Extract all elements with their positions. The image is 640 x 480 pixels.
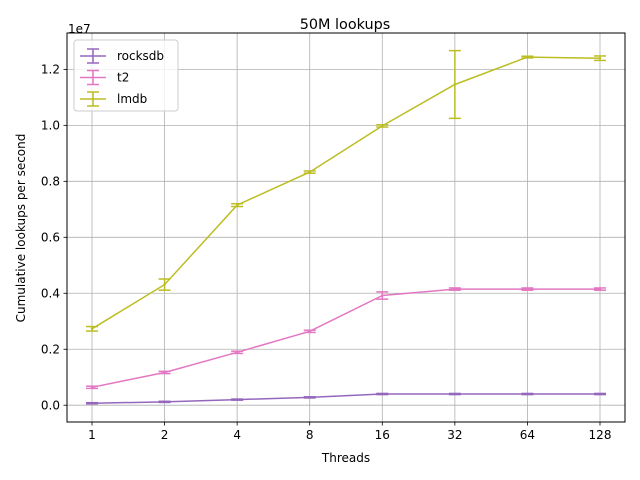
x-tick-label: 32: [447, 428, 462, 442]
axis-ticks: 1 2 4 8 16 32 64 128 0.0 0.2 0.4 0.6 0.8 1.0 1.2: [41, 63, 612, 442]
y-tick-label: 0.0: [41, 398, 60, 412]
x-tick-label: 4: [233, 428, 241, 442]
x-tick-label: 2: [161, 428, 169, 442]
data-point: [90, 402, 94, 405]
data-point: [381, 124, 384, 128]
data-point: [526, 55, 529, 59]
series-rocksdb: [86, 392, 606, 405]
data-point: [453, 83, 457, 86]
data-point: [598, 287, 602, 291]
y-tick-label: 0.4: [41, 286, 60, 300]
data-point: [235, 398, 239, 401]
y-tick-label: 1.0: [41, 119, 60, 133]
data-point: [308, 330, 311, 333]
data-point: [598, 392, 602, 396]
legend: rocksdb t2 lmdb: [73, 39, 179, 112]
x-tick-label: 1: [88, 428, 96, 442]
data-point: [526, 287, 529, 291]
x-tick-label: 16: [375, 428, 390, 442]
data-point: [526, 392, 529, 396]
data-point: [381, 392, 384, 396]
data-point: [235, 351, 239, 354]
series-line: [91, 56, 601, 330]
data-point: [308, 170, 311, 174]
data-point: [163, 400, 166, 404]
data-point: [308, 396, 311, 399]
data-point: [90, 386, 94, 389]
legend-item-lmdb: lmdb: [80, 91, 147, 107]
x-tick-label: 128: [589, 428, 612, 442]
y-tick-label: 0.6: [41, 230, 60, 244]
data-point: [598, 56, 602, 60]
x-axis-label: Threads: [321, 451, 370, 465]
y-axis-label: Cumulative lookups per second: [14, 134, 28, 323]
data-point: [163, 371, 166, 374]
data-point: [90, 327, 94, 331]
plot-frame: [66, 32, 626, 423]
y-tick-label: 0.2: [41, 342, 60, 356]
series-lmdb: [86, 49, 606, 332]
data-point: [381, 294, 384, 297]
data-point: [453, 287, 457, 291]
x-tick-label: 64: [520, 428, 535, 442]
series-t2: [86, 287, 606, 390]
legend-item-t2: t2: [80, 69, 129, 86]
legend-label: t2: [117, 71, 129, 85]
y-tick-label: 1.2: [41, 63, 60, 77]
legend-label: lmdb: [117, 92, 147, 106]
legend-label: rocksdb: [117, 49, 164, 63]
chart-title: 50M lookups: [300, 17, 391, 33]
legend-item-rocksdb: rocksdb: [80, 48, 164, 64]
series-line: [91, 288, 600, 389]
y-tick-label: 0.8: [41, 175, 60, 189]
data-point: [235, 203, 239, 207]
x-tick-label: 8: [306, 428, 314, 442]
series-layer: [86, 49, 606, 405]
y-axis-offset-label: 1e7: [68, 22, 91, 36]
data-point: [163, 283, 166, 286]
legend-box: [73, 39, 179, 112]
series-line: [91, 393, 600, 404]
data-point: [453, 392, 457, 396]
